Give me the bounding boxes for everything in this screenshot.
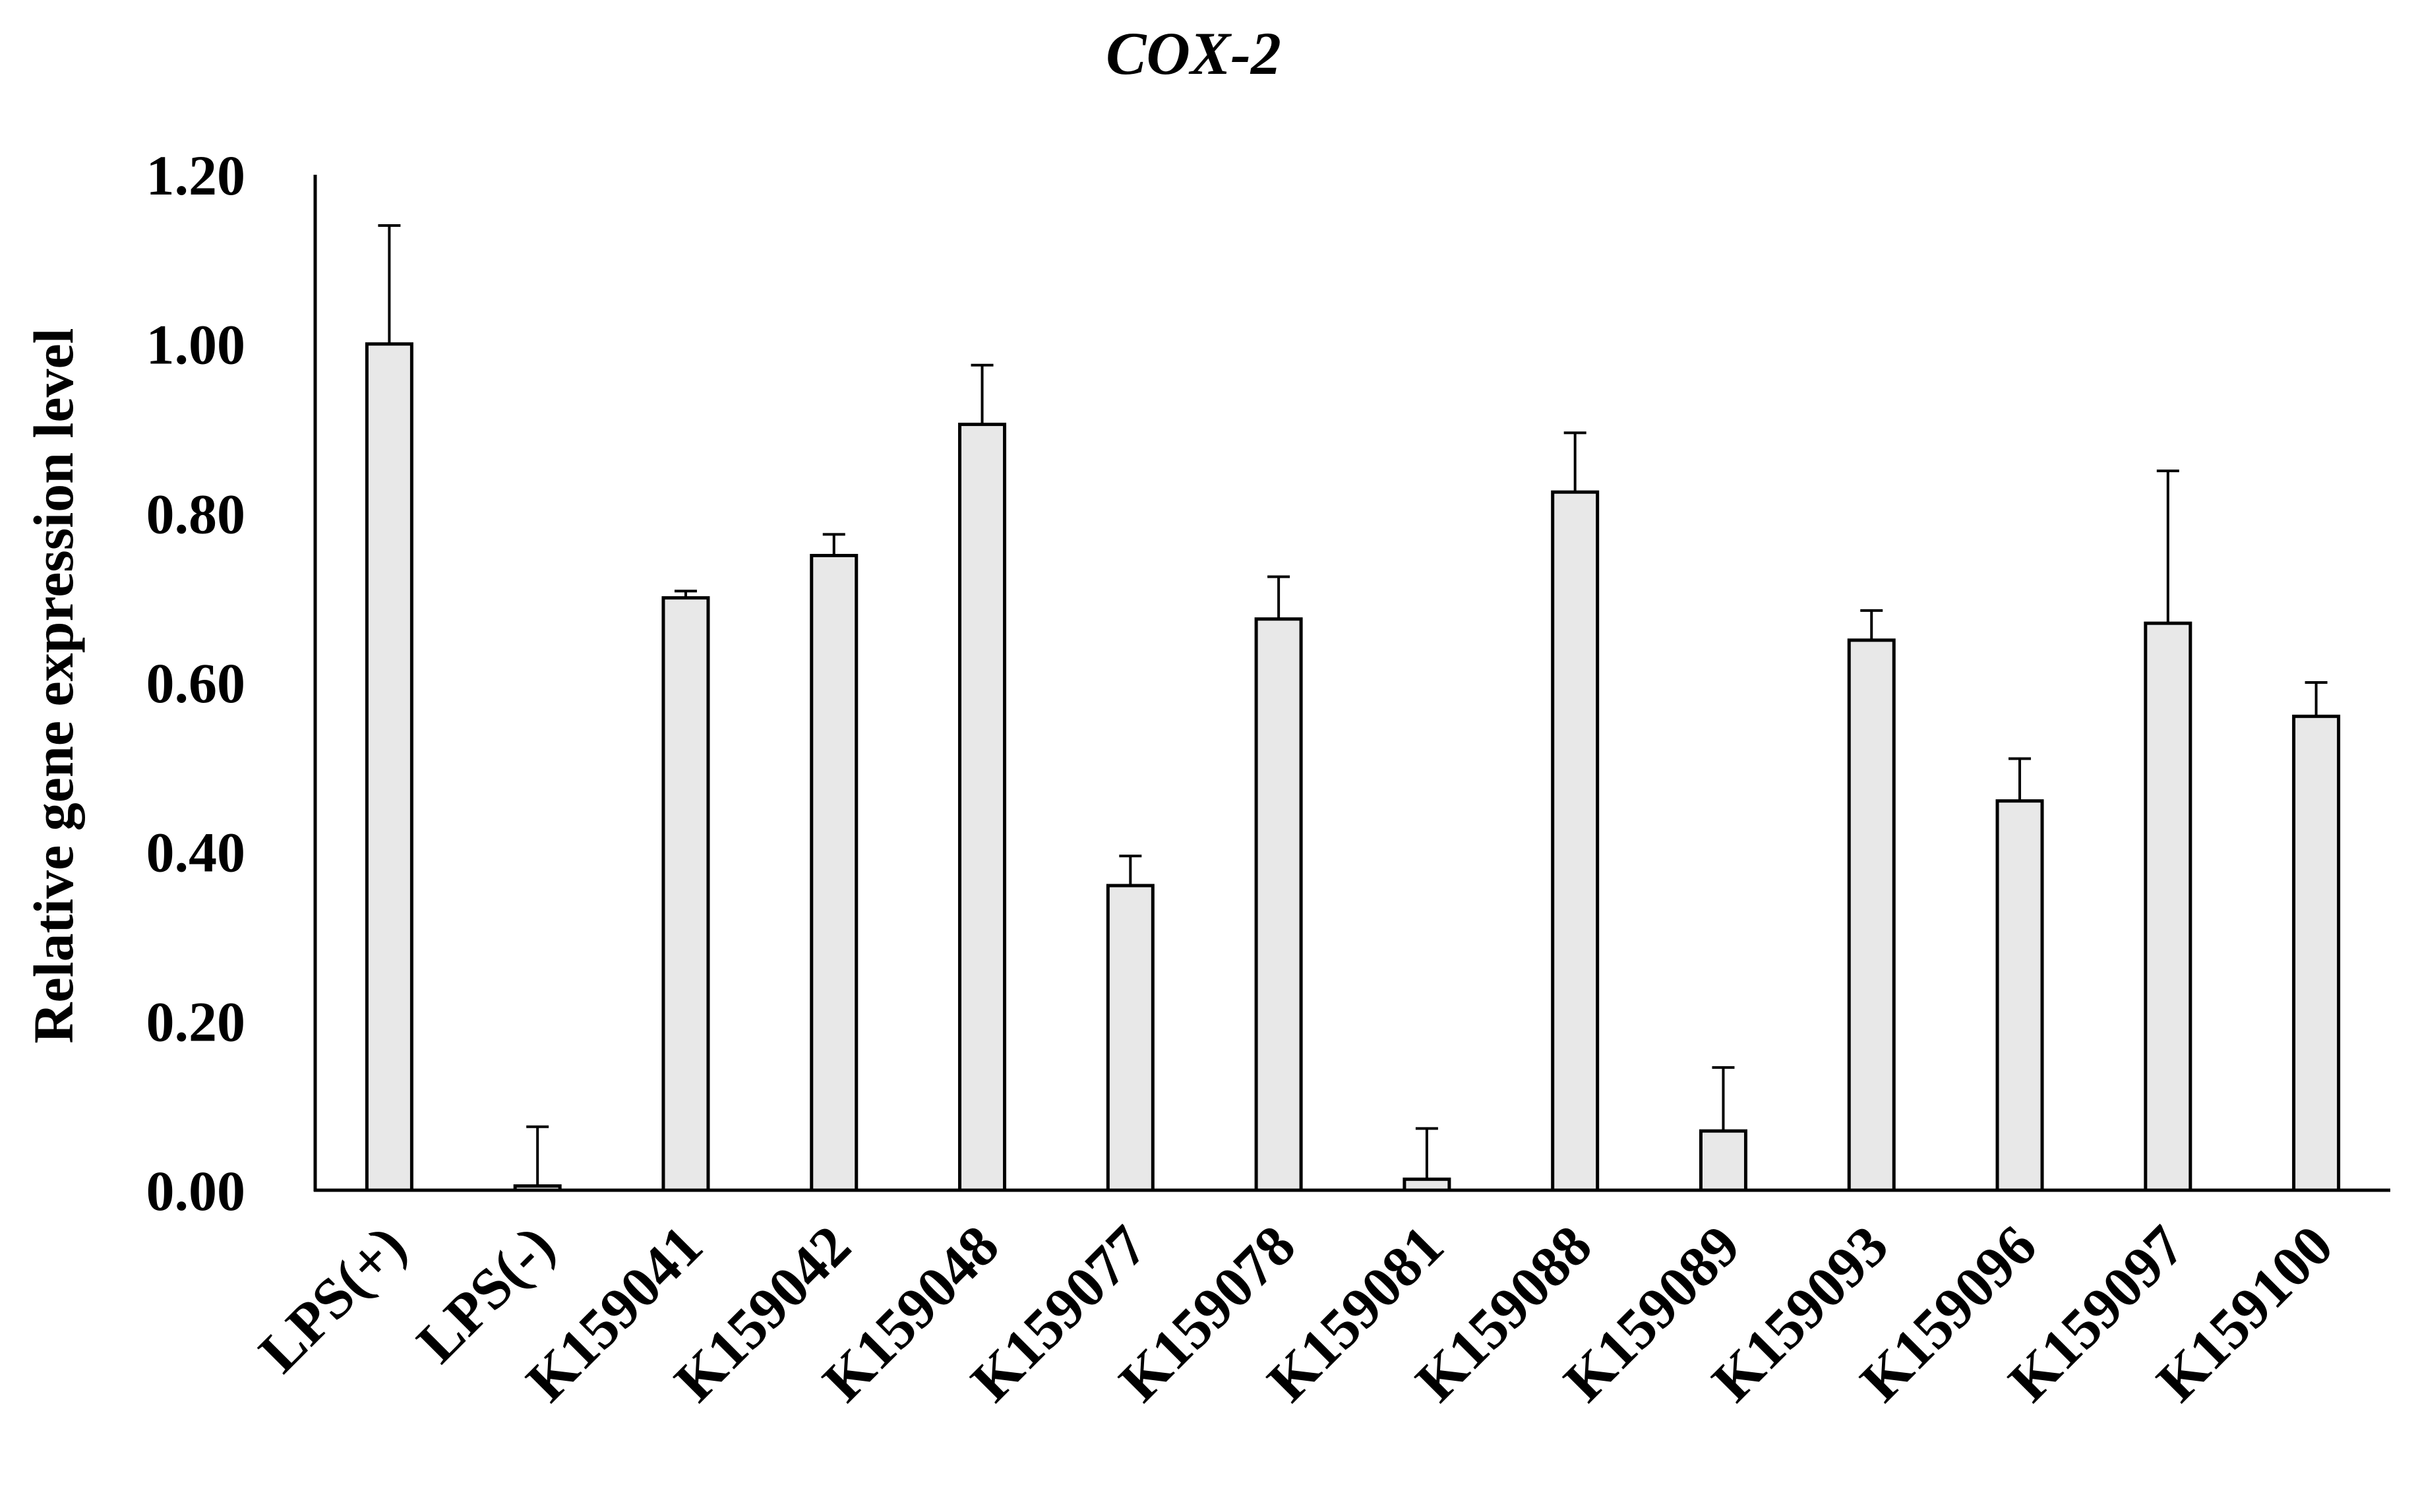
y-tick-label: 1.00 (146, 313, 246, 377)
bar-lps- (365, 342, 413, 1192)
bar-k159081 (1403, 1177, 1451, 1192)
y-tick-label: 0.60 (146, 651, 246, 715)
y-tick-label: 0.00 (146, 1159, 246, 1223)
bar-k159089 (1699, 1129, 1747, 1192)
bar-k159077 (1106, 884, 1155, 1192)
axes-group (313, 175, 2390, 1192)
bar-k159096 (1995, 799, 2044, 1192)
bar-k159097 (2144, 621, 2192, 1192)
bar-k159042 (810, 554, 859, 1192)
bar-k159093 (1847, 638, 1896, 1192)
y-tick-label: 0.80 (146, 482, 246, 545)
chart-title: COX-2 (1106, 20, 1281, 87)
bars-group (365, 342, 2341, 1192)
y-tick-label: 0.40 (146, 821, 246, 884)
bar-k159088 (1551, 490, 1600, 1192)
y-tick-label: 0.20 (146, 990, 246, 1053)
bar-k159100 (2292, 714, 2341, 1192)
y-tick-label: 1.20 (146, 144, 246, 207)
x-axis-tick-labels: LPS(+)LPS(-)K159041K159042K159048K159077… (247, 1214, 2345, 1414)
bar-k159041 (661, 596, 710, 1192)
bar-k159048 (958, 423, 1007, 1192)
error-bars-group (378, 224, 2328, 1186)
x-tick-label: LPS(+) (247, 1214, 419, 1385)
y-axis-ticks: 0.00 0.20 0.40 0.60 0.80 1.00 1.20 (146, 144, 246, 1223)
bar-k159078 (1254, 617, 1303, 1192)
y-axis-label: Relative gene expression level (22, 328, 85, 1043)
